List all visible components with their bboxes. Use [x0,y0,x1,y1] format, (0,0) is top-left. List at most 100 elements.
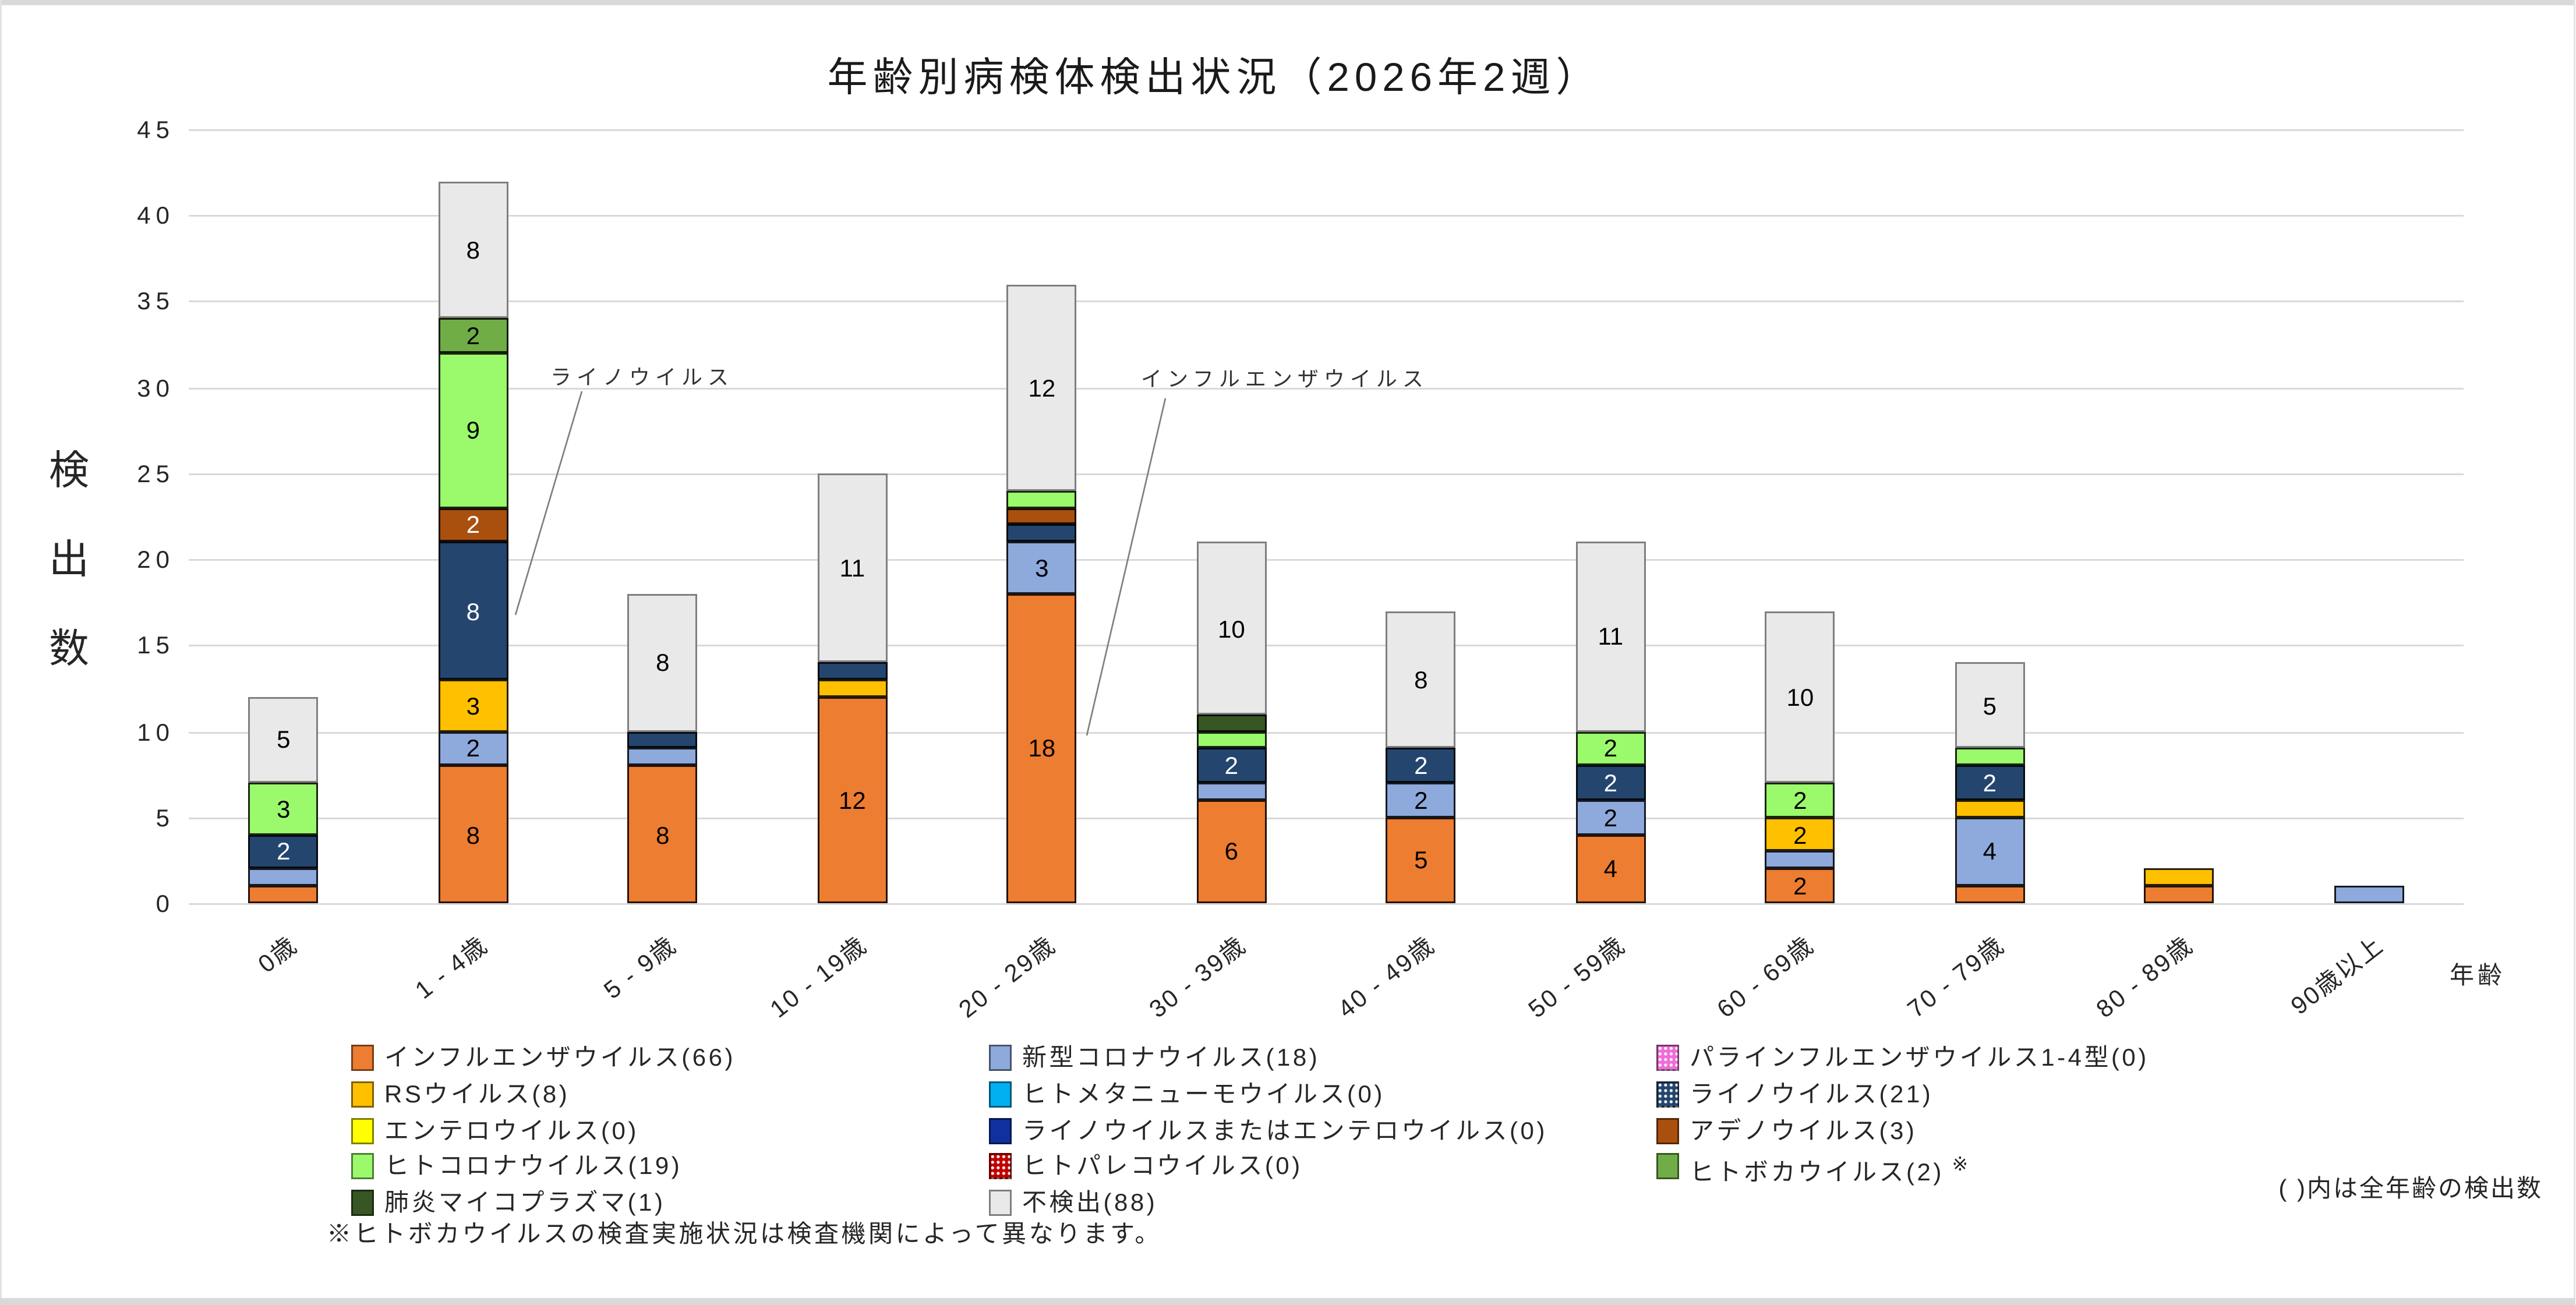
bar-segment-value: 8 [466,596,480,625]
bar-segment-value: 2 [1603,803,1618,832]
y-tick-label: 25 [137,459,175,487]
bar-segment-value: 5 [277,726,291,754]
legend-column-3: パラインフルエンザウイルス1-4型(0) ライノウイルス(21) アデノウイルス(3… [1656,1043,2149,1190]
legend-item-label: アデノウイルス(3) [1690,1115,1917,1144]
y-axis-title-char: 数 [49,625,89,671]
legend-item: ヒトメタニューモウイルス(0) [989,1080,1547,1108]
bar-segment-value: 2 [1414,751,1428,780]
x-axis-title: 年齢 [2450,961,2506,989]
legend-item-label: パラインフルエンザウイルス1-4型(0) [1690,1043,2149,1071]
legend-item: 新型コロナウイルス(18) [989,1043,1547,1072]
bar-segment: 8 [627,593,698,731]
bar-segment: 2 [1575,800,1646,834]
gridline-25 [189,473,2464,475]
bar-segment: 3 [1006,542,1077,594]
legend-item: RSウイルス(8) [351,1080,736,1108]
chart-title: 年齢別病検体検出状況（2026年2週） [827,54,1602,100]
legend-column-2: 新型コロナウイルス(18) ヒトメタニューモウイルス(0) ライノウイルスまたはエン… [989,1043,1547,1226]
bar-segment-value: 2 [1603,734,1618,763]
bar-segment-value: 4 [1603,854,1618,883]
gridline-35 [189,301,2464,303]
bar-segment: 10 [1196,542,1267,715]
bar-segment-value: 8 [1414,666,1428,694]
y-tick-label: 20 [137,545,175,574]
bar-segment-value: 2 [277,837,291,866]
bar-segment-value: 8 [656,820,670,848]
bar-segment [248,886,319,903]
legend-item: ヒトパレコウイルス(0) [989,1152,1547,1181]
bar-segment-value: 12 [1028,373,1056,402]
bar-segment: 2 [1386,783,1456,818]
bar-segment-value: 2 [1414,786,1428,814]
bar-segment-value: 8 [466,820,480,848]
legend-item-label: 不検出(88) [1022,1188,1158,1216]
bar-segment [817,680,888,697]
legend-item: アデノウイルス(3) [1656,1115,2149,1145]
bar-segment [1006,507,1077,525]
y-tick-label: 15 [137,631,175,659]
bar-segment-value: 2 [1793,786,1807,814]
bar-segment: 2 [438,731,508,766]
legend-item: 不検出(88) [989,1188,1547,1217]
bar-segment-value: 5 [1414,846,1428,875]
bar-segment: 5 [1955,662,2025,749]
bar-segment [1196,714,1267,731]
bar-segment [1955,748,2025,766]
legend-item-label: エンテロウイルス(0) [384,1115,639,1144]
y-axis-title-char: 検 [49,447,89,493]
bar-segment: 12 [1006,284,1077,491]
legend-color-chip [989,1154,1012,1180]
bar-segment-value: 2 [1983,769,1997,797]
bar-segment-value: 2 [466,321,480,350]
bar-segment-value: 4 [1983,837,1997,866]
bar-segment: 11 [817,473,888,663]
plot-area: 2 3 5 8 2 3 8 2 9 2 8 8 8 12 11 18 3 12 6 2 10 5 2 2 8 4 2 2 2 11 2 2 2 1… [189,129,2464,905]
y-tick-label: 40 [137,201,175,229]
legend-color-chip [989,1117,1012,1144]
bar-segment [1006,525,1077,542]
bar-segment: 8 [438,181,508,319]
legend-color-chip [989,1081,1012,1108]
bar-segment [627,748,698,766]
bar-segment-value: 2 [466,734,480,763]
bar-segment-value: 3 [1035,554,1049,582]
bar-segment-value: 12 [839,786,866,814]
bar-segment: 4 [1955,817,2025,886]
legend-item-label: ヒトコロナウイルス(19) [384,1152,683,1180]
bar-segment [627,731,698,749]
legend-footnote-mark: ※ [1944,1155,1971,1177]
legend-item: エンテロウイルス(0) [351,1115,736,1145]
legend-item-label: 新型コロナウイルス(18) [1022,1043,1320,1071]
bar-segment [1196,731,1267,749]
bar-segment: 4 [1575,834,1646,903]
bar-segment: 2 [248,834,319,869]
bar-segment: 12 [817,696,888,903]
legend-item: 肺炎マイコプラズマ(1) [351,1189,736,1217]
y-axis-title: 検出数 [49,437,89,674]
y-tick-label: 35 [137,287,175,316]
bar-segment: 2 [1196,748,1267,783]
y-axis-title-char: 出 [49,536,89,582]
bar-segment-value: 18 [1028,734,1056,763]
rhino-annotation: ライノウイルス [550,365,734,390]
legend-item: インフルエンザウイルス(66) [351,1044,736,1072]
legend-item: ライノウイルスまたはエンテロウイルス(0) [989,1115,1547,1145]
y-tick-label: 45 [137,115,175,143]
y-tick-label: 10 [137,717,175,745]
bar-segment-value: 8 [656,648,670,677]
gridline-15 [189,645,2464,647]
bar-segment: 2 [1386,748,1456,783]
y-tick-label: 30 [137,373,175,402]
legend-item-label: ライノウイルスまたはエンテロウイルス(0) [1022,1115,1547,1144]
bar-segment: 2 [1765,868,1835,903]
legend-item-label: ライノウイルス(21) [1690,1079,1934,1108]
gridline-10 [189,731,2464,733]
legend-item-label: ヒトパレコウイルス(0) [1022,1152,1303,1180]
bar-segment: 9 [438,353,508,508]
bar-segment [1955,886,2025,903]
legend-color-chip [351,1154,374,1180]
bar-segment [1955,800,2025,818]
bar-segment: 2 [1765,783,1835,818]
window-bottom-strip [0,1298,2576,1305]
bar-segment-value: 2 [1603,769,1618,797]
